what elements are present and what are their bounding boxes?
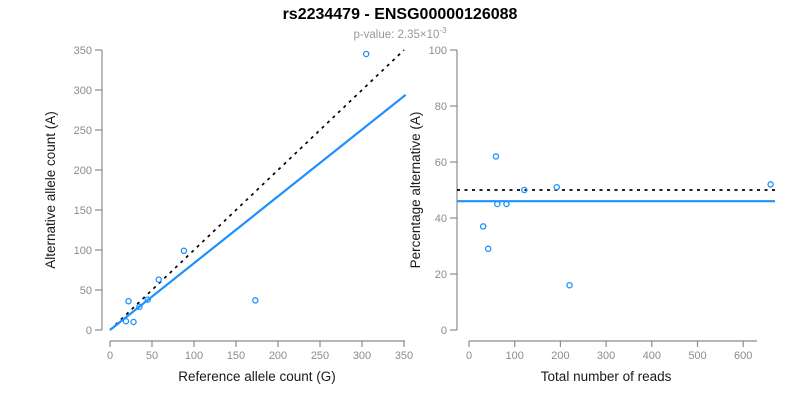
chart-title: rs2234479 - ENSG00000126088 (282, 6, 518, 23)
p-value-exponent: -3 (439, 26, 447, 35)
x-tick-label: 50 (146, 350, 158, 362)
x-axis-title: Reference allele count (G) (178, 369, 336, 384)
y-tick-label: 150 (74, 205, 92, 217)
x-tick-label: 100 (185, 350, 203, 362)
fit-line (109, 93, 407, 331)
x-tick-label: 100 (506, 350, 524, 362)
y-tick-label: 0 (86, 325, 92, 337)
y-tick-label: 350 (74, 45, 92, 57)
data-point (362, 50, 370, 58)
y-tick-label: 60 (435, 157, 447, 169)
x-tick-label: 0 (466, 350, 472, 362)
data-point (125, 297, 132, 305)
y-tick-label: 0 (441, 325, 447, 337)
p-value-prefix: p-value: (353, 28, 398, 41)
data-point (144, 296, 152, 303)
data-point (479, 223, 487, 230)
data-point (503, 200, 510, 208)
x-tick-label: 0 (107, 350, 113, 362)
data-point (122, 317, 130, 325)
x-tick-label: 200 (551, 350, 569, 362)
x-tick-label: 300 (597, 350, 615, 362)
reference-line (109, 49, 405, 331)
x-tick-label: 200 (269, 350, 287, 362)
data-point (553, 183, 560, 191)
chart-subtitle: p-value: 2.35×10-3 (0, 26, 800, 41)
data-point (130, 318, 137, 326)
data-point (155, 276, 162, 283)
y-tick-label: 300 (74, 85, 92, 97)
data-point (521, 186, 528, 194)
data-point (484, 245, 492, 253)
x-tick-label: 500 (688, 350, 706, 362)
y-tick-label: 200 (74, 165, 92, 177)
y-tick-label: 50 (80, 285, 92, 297)
y-axis-title: Alternative allele count (A) (43, 111, 58, 269)
x-tick-label: 400 (643, 350, 661, 362)
y-tick-label: 100 (74, 245, 92, 257)
x-tick-label: 350 (395, 350, 413, 362)
data-point (767, 181, 774, 188)
x-tick-label: 150 (227, 350, 245, 362)
x-tick-label: 300 (353, 350, 371, 362)
y-tick-label: 40 (435, 213, 447, 225)
y-tick-label: 100 (429, 45, 447, 57)
data-point (566, 281, 573, 289)
y-tick-label: 80 (435, 101, 447, 113)
x-tick-label: 250 (311, 350, 329, 362)
data-point (252, 297, 259, 304)
x-axis-title: Total number of reads (541, 369, 672, 384)
x-tick-label: 600 (734, 350, 752, 362)
y-tick-label: 250 (74, 125, 92, 137)
data-point (492, 153, 500, 160)
y-tick-label: 20 (435, 269, 447, 281)
p-value-mantissa: 2.35×10 (397, 28, 440, 41)
data-point (494, 200, 501, 208)
data-point (136, 303, 143, 311)
y-axis-title: Percentage alternative (A) (408, 112, 423, 269)
data-point (180, 247, 188, 255)
